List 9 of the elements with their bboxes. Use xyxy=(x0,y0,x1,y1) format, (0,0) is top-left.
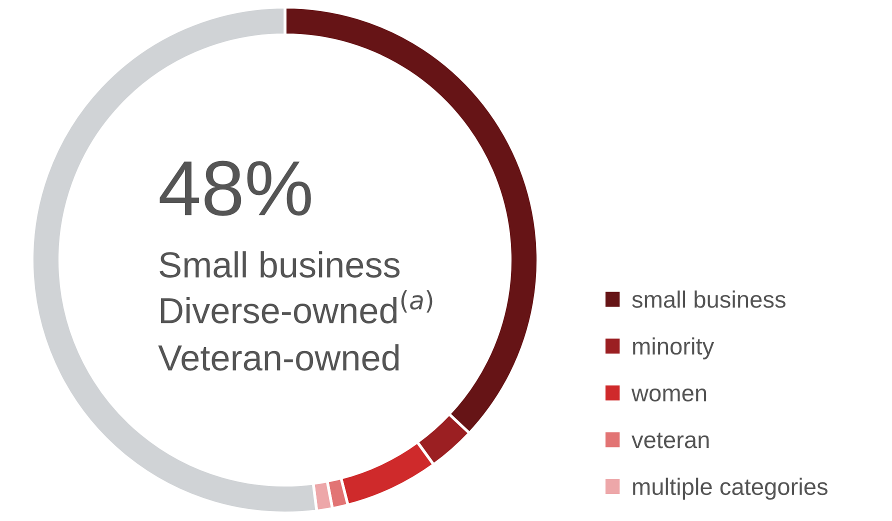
legend-label: women xyxy=(631,388,706,402)
legend-label: minority xyxy=(633,337,714,360)
text: Small business xyxy=(160,251,400,278)
legend-label: small business xyxy=(632,290,786,308)
legend-label: veteran xyxy=(632,432,709,448)
text: Veteran-owned xyxy=(158,344,399,371)
text: Diverse-owned$^{(a)}$ xyxy=(160,290,432,324)
legend-label: multiple categories xyxy=(633,478,828,500)
text: 48% xyxy=(160,160,311,216)
